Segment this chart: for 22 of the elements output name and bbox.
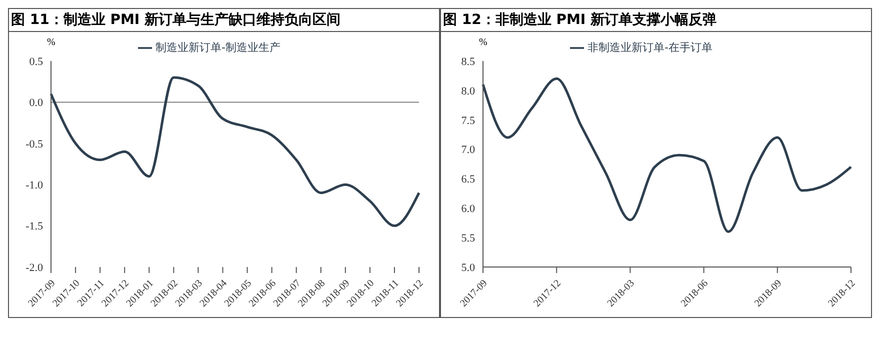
y-tick-label: -0.5 — [26, 138, 44, 150]
y-tick-label: 8.0 — [461, 85, 476, 98]
y-tick-label: 5.5 — [461, 232, 476, 244]
y-tick-label: 8.5 — [461, 56, 476, 68]
y-tick-label: 0.0 — [29, 97, 44, 110]
y-axis-title: % — [479, 37, 488, 48]
y-tick-label: -1.5 — [26, 220, 44, 233]
y-tick-label: -1.0 — [26, 180, 44, 192]
y-tick-label: 0.5 — [29, 56, 44, 68]
y-tick-label: -2.0 — [26, 262, 44, 274]
y-axis-title: % — [47, 37, 56, 48]
chart-title: 图 11：制造业 PMI 新订单与生产缺口维持负向区间 — [9, 9, 439, 32]
legend-label: 制造业新订单-制造业生产 — [156, 41, 280, 54]
line-series — [50, 76, 420, 228]
chart-title: 图 12：非制造业 PMI 新订单支撑小幅反弹 — [441, 9, 871, 32]
y-tick-label: 6.5 — [461, 174, 476, 186]
y-tick-label: 6.0 — [461, 203, 476, 216]
line-series — [482, 77, 852, 233]
legend-label: 非制造业新订单-在手订单 — [588, 41, 712, 54]
y-tick-label: 7.5 — [461, 114, 476, 127]
y-tick-label: 7.0 — [461, 144, 476, 156]
y-tick-label: 5.0 — [461, 262, 476, 274]
